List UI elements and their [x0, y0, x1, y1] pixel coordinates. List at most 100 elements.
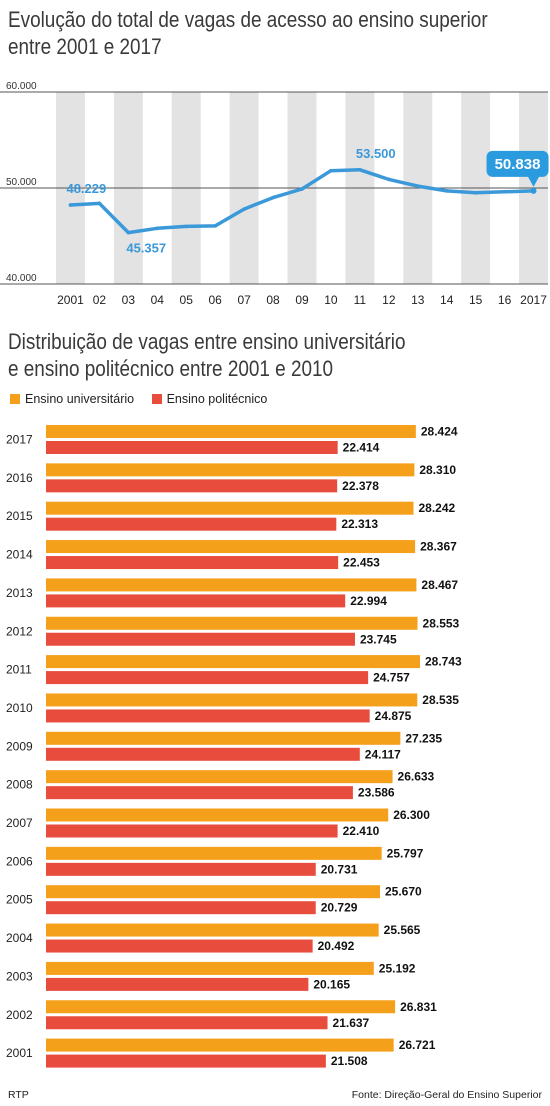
category-label: 2008	[6, 778, 33, 792]
x-tick-label: 09	[295, 293, 309, 307]
data-label-universitario: 28.535	[422, 693, 459, 707]
data-label-universitario: 28.310	[419, 463, 456, 477]
data-label-universitario: 25.670	[385, 885, 422, 899]
y-tick-label: 40.000	[6, 273, 37, 284]
data-label-universitario: 28.553	[423, 616, 460, 630]
data-label-universitario: 26.721	[399, 1038, 436, 1052]
bar-universitario	[46, 770, 393, 784]
data-label-universitario: 26.300	[393, 808, 430, 822]
bar-universitario	[46, 1000, 396, 1014]
data-label-universitario: 28.242	[418, 501, 455, 515]
legend-label-politecnico: Ensino politécnico	[166, 392, 268, 406]
data-label-politecnico: 22.994	[350, 594, 387, 608]
bar-chart-svg: 2017 28.424 22.414 2016 28.310 22.378 2015 28.2…	[6, 425, 462, 1069]
x-tick-label: 03	[122, 293, 136, 307]
x-tick-label: 2017	[520, 293, 547, 307]
line-chart-svg: 60.000 50.000 40.000 2001 02 03 04 05 06 07 08 09 10…	[0, 81, 549, 307]
category-label: 2012	[6, 624, 33, 638]
data-label-politecnico: 24.875	[375, 709, 412, 723]
category-label: 2017	[6, 433, 33, 447]
data-label-universitario: 28.743	[425, 655, 462, 669]
data-label-politecnico: 23.586	[358, 786, 395, 800]
data-label-universitario: 28.424	[421, 425, 458, 439]
data-label-universitario: 25.565	[384, 923, 421, 937]
bar-universitario	[46, 578, 417, 592]
bar-universitario	[46, 616, 418, 630]
bar-politecnico	[46, 671, 369, 685]
data-point	[213, 224, 217, 228]
bar-politecnico	[46, 747, 360, 761]
data-point	[184, 224, 189, 229]
x-tick-label: 14	[440, 293, 454, 307]
x-tick-label: 06	[208, 293, 222, 307]
bar-universitario	[46, 731, 401, 745]
bar-chart-title-line-1: Distribuição de vagas entre ensino unive…	[8, 329, 406, 354]
bar-universitario	[46, 923, 379, 937]
x-tick-label: 13	[411, 293, 425, 307]
legend-swatch-universitario	[10, 394, 20, 404]
data-point	[242, 207, 246, 211]
data-label-politecnico: 22.453	[343, 556, 380, 570]
category-label: 2003	[6, 969, 33, 983]
data-label-politecnico: 22.410	[343, 824, 380, 838]
bar-politecnico	[46, 479, 338, 493]
data-label-universitario: 28.467	[421, 578, 458, 592]
data-label-politecnico: 20.731	[321, 862, 358, 876]
category-label: 2001	[6, 1046, 33, 1060]
bar-politecnico	[46, 939, 313, 953]
highlight-callout	[486, 150, 549, 177]
data-point	[97, 201, 102, 206]
data-label-politecnico: 23.745	[360, 632, 397, 646]
data-point	[155, 226, 160, 231]
bar-universitario	[46, 693, 418, 707]
category-label: 2006	[6, 854, 33, 868]
data-label-politecnico: 22.414	[343, 441, 380, 455]
bar-universitario	[46, 540, 416, 554]
x-tick-label: 04	[151, 293, 165, 307]
data-label-universitario: 27.235	[405, 731, 442, 745]
category-label: 2011	[6, 663, 32, 677]
data-label-politecnico: 21.508	[331, 1054, 368, 1068]
bar-politecnico	[46, 441, 338, 454]
line-chart-title-line-1: Evolução do total de vagas de acesso ao …	[8, 7, 488, 32]
x-tick-label: 2001	[57, 293, 84, 307]
data-point	[300, 187, 304, 191]
bar-universitario	[46, 961, 374, 975]
x-tick-label: 02	[93, 293, 107, 307]
data-point	[473, 191, 478, 195]
data-point	[68, 203, 73, 207]
category-label: 2004	[6, 931, 33, 945]
category-label: 2005	[6, 893, 33, 907]
bar-politecnico	[46, 901, 316, 915]
x-tick-label: 12	[382, 293, 396, 307]
bar-politecnico	[46, 517, 337, 531]
data-point	[126, 230, 131, 235]
data-label-politecnico: 24.117	[365, 747, 401, 761]
bar-politecnico	[46, 632, 355, 646]
bar-chart: 2017 28.424 22.414 2016 28.310 22.378 2015 28.2…	[0, 380, 550, 1080]
data-label-universitario: 25.192	[379, 961, 416, 975]
bar-politecnico	[46, 1016, 328, 1030]
data-label-politecnico: 20.492	[318, 939, 355, 953]
bar-politecnico	[46, 862, 316, 876]
category-label: 2014	[6, 548, 33, 562]
category-label: 2016	[6, 471, 33, 485]
footer-credit: RTP	[8, 1089, 29, 1101]
bar-politecnico	[46, 977, 309, 991]
data-point	[502, 190, 507, 194]
data-point	[387, 177, 391, 182]
x-tick-label: 15	[469, 293, 483, 307]
category-label: 2002	[6, 1008, 33, 1022]
legend-item-universitario: Ensino universitário	[10, 392, 134, 406]
bar-politecnico	[46, 824, 338, 838]
bar-politecnico	[46, 556, 339, 570]
point-label: 45.357	[126, 241, 166, 256]
x-tick-label: 07	[237, 293, 251, 307]
data-point	[271, 195, 275, 200]
bar-universitario	[46, 1038, 394, 1052]
data-point	[444, 189, 449, 193]
point-label: 48.229	[66, 181, 106, 196]
x-tick-label: 16	[498, 293, 512, 307]
highlight-point	[530, 187, 537, 194]
bar-politecnico	[46, 786, 353, 800]
